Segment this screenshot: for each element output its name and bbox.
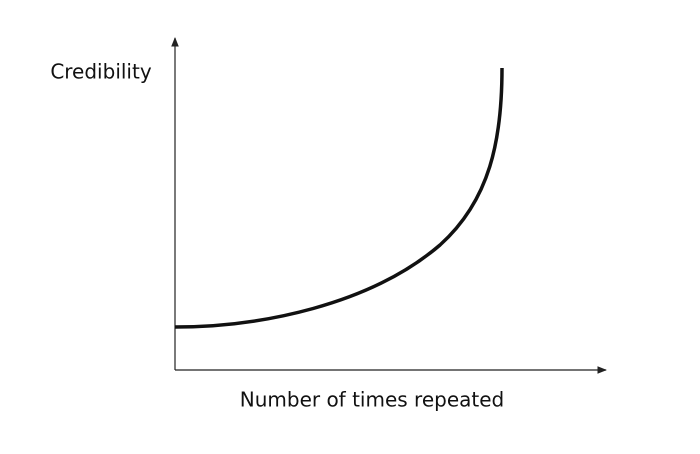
- credibility-curve: [174, 67, 504, 329]
- x-axis-label: Number of times repeated: [240, 388, 504, 412]
- y-axis-label: Credibility: [50, 60, 152, 84]
